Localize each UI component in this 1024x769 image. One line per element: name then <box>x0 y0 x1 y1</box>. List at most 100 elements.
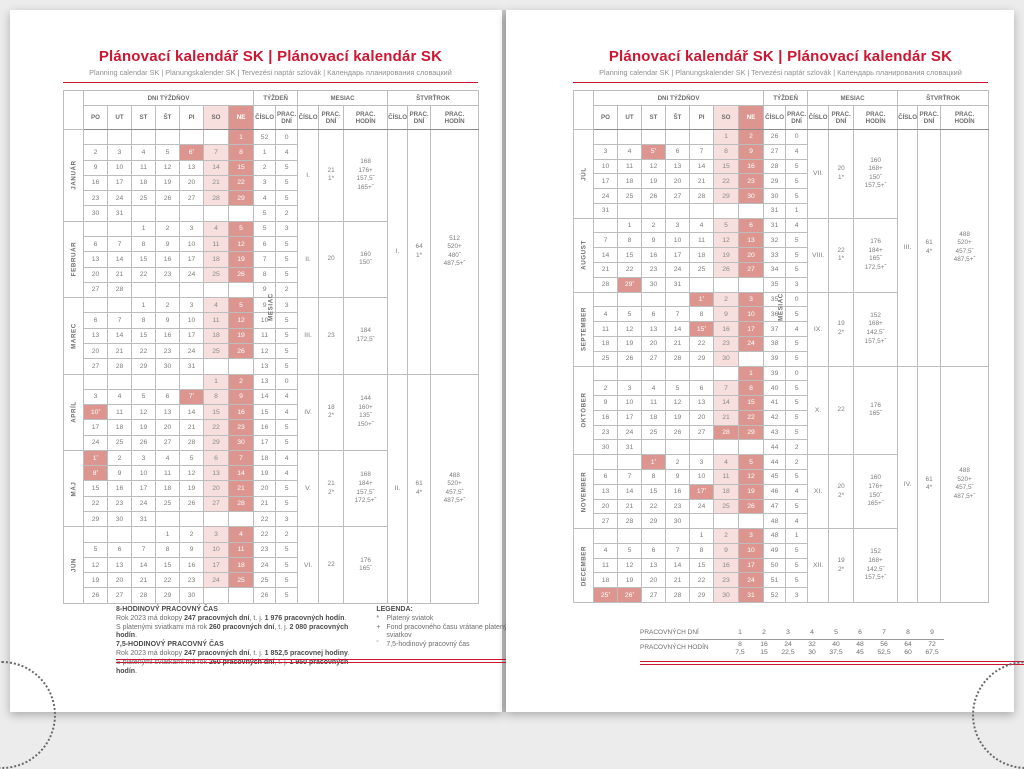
day-cell: 1 <box>131 220 156 237</box>
day-cell: 27 <box>83 281 108 299</box>
calendar-table-slot-left: MESIAC DNI TÝŽDŇOV TÝŽDEŇ MESIAC ŠTVRŤROK PO U… <box>63 90 480 604</box>
day-cell: 8 <box>155 541 180 558</box>
week-number-cell: 7 <box>253 251 277 268</box>
month-workdays-cell: 18 2* <box>318 373 345 451</box>
week-number-cell: 41 <box>763 395 787 411</box>
week-workdays-cell: 5 <box>785 188 809 204</box>
workhours-values: 8 7,5 <box>735 640 745 656</box>
week-number-cell: 46 <box>763 483 787 500</box>
week-workdays-cell: 4 <box>275 465 299 482</box>
week-number-cell: 3 <box>253 174 277 192</box>
week-workdays-cell: 5 <box>275 419 299 436</box>
column-group-quarter: ŠTVRŤROK <box>387 90 480 106</box>
day-cell: 20 <box>155 419 180 436</box>
day-cell: 25 <box>641 424 666 441</box>
column-group-quarter: ŠTVRŤROK <box>897 90 990 106</box>
day-cell: 1 <box>713 129 739 145</box>
month-number-cell: XII. <box>807 528 830 603</box>
week-workdays-cell: 5 <box>785 335 809 352</box>
day-cell: 17 <box>83 419 108 436</box>
week-number-cell: 40 <box>763 380 787 397</box>
day-cell: 26 <box>227 266 255 283</box>
day-cell: 20 <box>593 498 618 515</box>
workhours-values: 56 52,5 <box>877 640 891 656</box>
day-cell: 30 <box>227 434 255 451</box>
day-cell <box>83 128 108 146</box>
legend-block: LEGENDA: * Platený sviatok + Fond pracovného… <box>376 606 531 676</box>
quarter-number-header: ČÍSLO <box>387 105 409 130</box>
week-workdays-cell: 4 <box>785 143 809 160</box>
month-workdays-cell: 21 2* <box>318 449 345 528</box>
day-cell: 9 <box>107 465 132 482</box>
day-cell: 8 <box>131 235 156 253</box>
day-cell: 5 <box>227 220 255 237</box>
day-cell: 30 <box>107 511 132 528</box>
legend-item: ˇ 7,5-hodinový pracovný čas <box>376 641 531 650</box>
day-cell: 27 <box>155 434 180 451</box>
day-cell: 16 <box>155 251 180 268</box>
week-number-cell: 35 <box>763 276 787 293</box>
month-label: AUGUST <box>573 217 594 293</box>
week-number-cell: 1 <box>253 144 277 161</box>
day-cell: 15 <box>131 251 156 268</box>
day-cell: 28 <box>665 587 690 603</box>
week-number-cell: 27 <box>763 143 787 160</box>
day-cell <box>131 526 156 543</box>
day-cell: 26 <box>641 188 666 204</box>
day-cell: 13 <box>593 483 618 500</box>
day-cell <box>593 454 618 470</box>
day-cell: 25 <box>713 498 739 515</box>
day-cell: 16 <box>737 158 765 175</box>
week-number-cell: 11 <box>253 327 277 344</box>
month-workdays-cell: 19 2* <box>828 291 855 367</box>
week-workdays-cell: 5 <box>785 173 809 190</box>
week-workdays-cell: 5 <box>275 587 299 604</box>
day-cell: 9 <box>179 541 204 558</box>
day-cell: 5 <box>617 542 642 559</box>
column-group-weekdays: DNI TÝŽDŇOV <box>592 90 765 106</box>
day-cell: 1* <box>83 449 108 467</box>
legend-symbol: ˇ <box>376 641 379 649</box>
workdays-hours-footer: PRACOVNÝCH DNÍ 1 2 3 4 5 6 7 8 9 PRACOVNÝCH HODÍN 8… <box>640 628 1024 658</box>
day-cell: 2 <box>227 373 255 390</box>
column-group-weekdays: DNI TÝŽDŇOV <box>82 90 255 106</box>
day-cell: 13 <box>665 158 690 175</box>
day-cell: 29 <box>713 188 739 204</box>
day-cell <box>665 129 690 145</box>
week-workdays-cell: 4 <box>275 404 299 421</box>
day-cell: 19 <box>179 480 204 497</box>
day-cell: 29 <box>641 513 666 530</box>
day-cell: 24 <box>179 266 204 283</box>
page-title: Plánovací kalendář SK | Plánovací kalend… <box>98 48 443 65</box>
day-cell: 16 <box>593 409 618 426</box>
day-cell: 13 <box>203 465 229 482</box>
day-cell <box>83 526 108 543</box>
week-workdays-cell: 5 <box>785 572 809 589</box>
legend-text: Fond pracovného času vrátane platených s… <box>386 623 515 640</box>
day-cell: 30 <box>713 350 739 367</box>
day-cell: 7 <box>227 449 255 467</box>
day-cell: 27 <box>665 188 690 204</box>
day-cell: 18 <box>227 556 255 574</box>
day-cell: 14 <box>665 321 690 337</box>
week-workdays-cell: 2 <box>785 454 809 470</box>
day-cell: 1 <box>617 217 642 234</box>
day-cell: 8 <box>131 312 156 329</box>
month-name: FEBRUÁR <box>70 242 77 277</box>
month-number-cell: IX. <box>807 291 830 367</box>
workdays-count: 1 <box>728 628 752 640</box>
column-group-month: MESIAC <box>297 90 389 106</box>
day-cell <box>107 220 132 237</box>
day-cell: 2 <box>737 129 765 145</box>
day-cell: 16 <box>227 404 255 421</box>
day-cell: 5 <box>83 541 108 558</box>
day-cell: 11 <box>713 468 739 485</box>
month-hours-cell: 184 172,5ˇ <box>343 297 389 375</box>
day-cell: 31 <box>593 202 618 219</box>
day-cell: 4 <box>641 380 666 397</box>
page-left-content: Plánovací kalendář SK | Plánovací kalend… <box>63 10 531 675</box>
day-cell: 21 <box>713 409 739 426</box>
week-number-cell: 38 <box>763 335 787 352</box>
day-cell: 30 <box>737 188 765 204</box>
day-cell: 9 <box>641 232 666 249</box>
